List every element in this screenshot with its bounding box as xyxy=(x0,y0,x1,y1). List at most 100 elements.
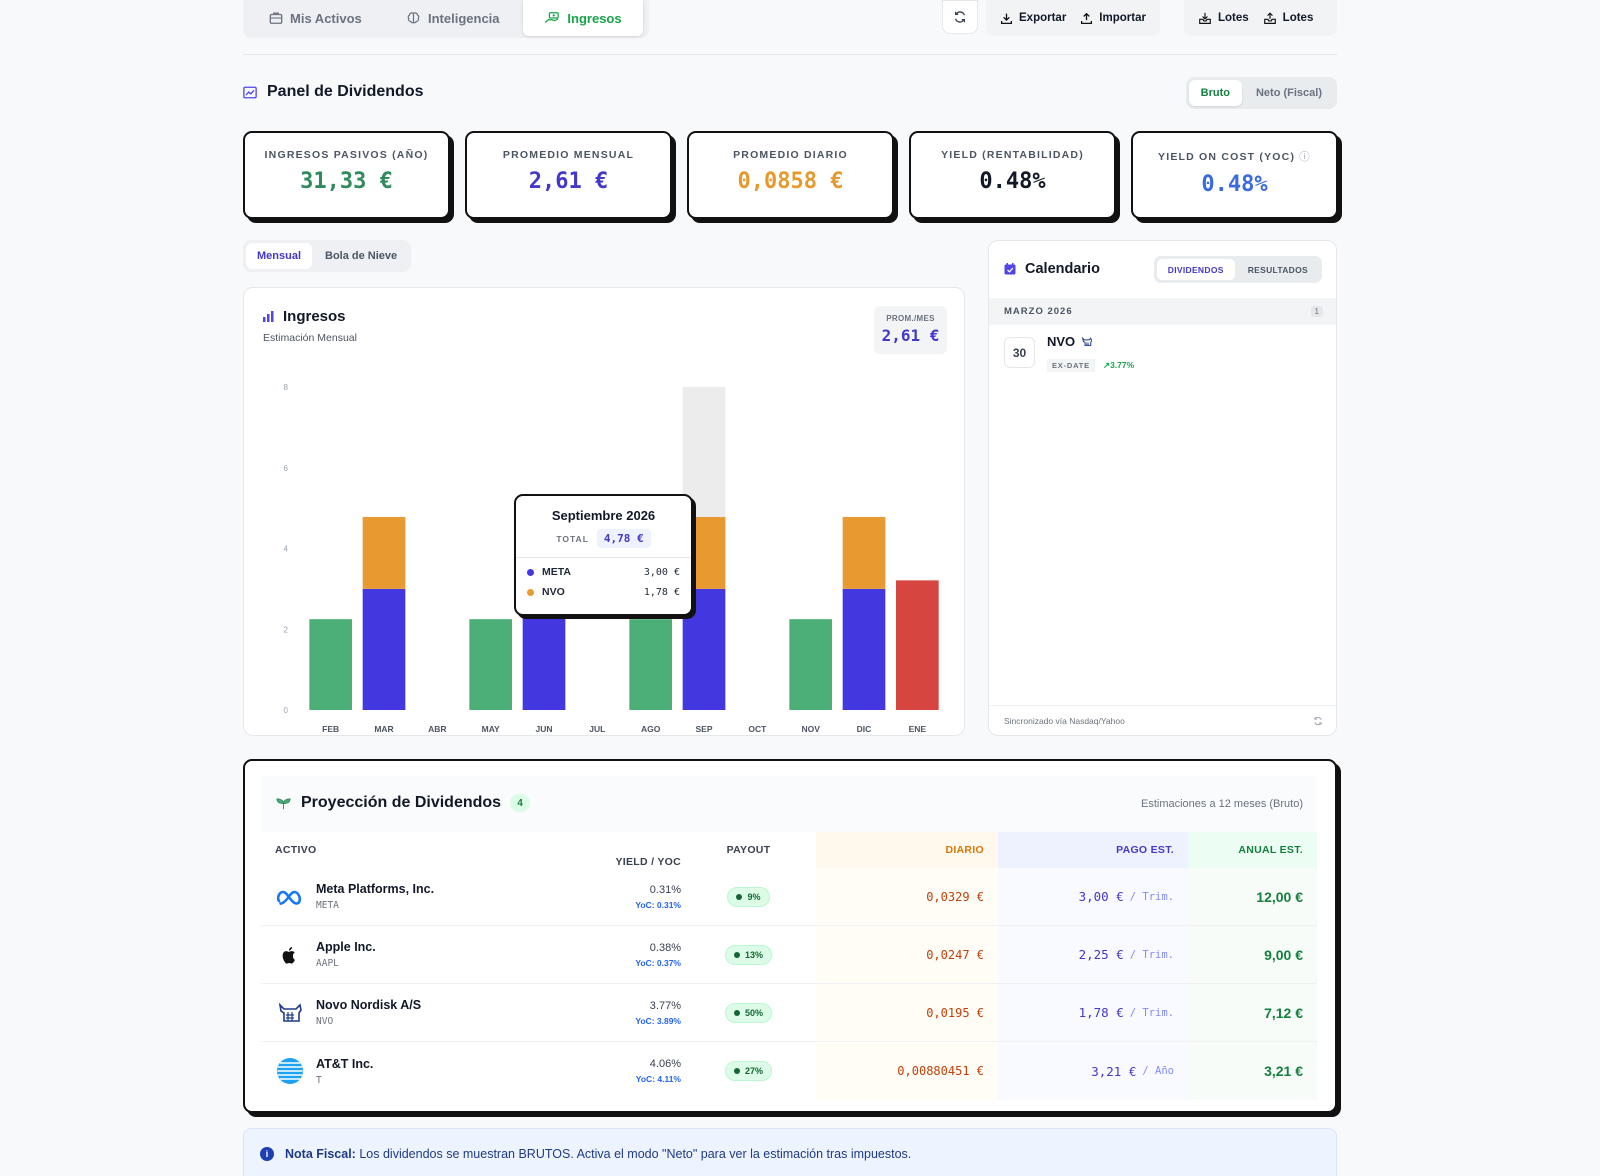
info-icon: i xyxy=(260,1147,274,1161)
yield-value: 4.06% xyxy=(649,1058,681,1070)
mode-mensual-button[interactable]: Mensual xyxy=(246,243,313,269)
asset-ticker: AAPL xyxy=(316,958,339,969)
tab-mis-activos[interactable]: Mis Activos xyxy=(269,0,362,36)
table-row[interactable]: Novo Nordisk A/S NVO 3.77% YoC: 3.89% 50… xyxy=(261,984,1317,1042)
import-button[interactable]: Importar xyxy=(1080,12,1146,25)
payout-badge: 13% xyxy=(724,944,772,965)
bar-aapl-feb[interactable] xyxy=(309,619,352,710)
yoc-value: YoC: 4.11% xyxy=(635,1074,681,1084)
diario-cell: 0,0195 € xyxy=(816,984,998,1041)
payout-cell: 27% xyxy=(681,1042,816,1100)
y-tick-label: 2 xyxy=(284,625,289,634)
tab-resultados[interactable]: RESULTADOS xyxy=(1247,264,1308,275)
table-row[interactable]: Meta Platforms, Inc. META 0.31% YoC: 0.3… xyxy=(261,868,1317,926)
stat-value: 0.48% xyxy=(1201,172,1268,197)
bar-aapl-ago[interactable] xyxy=(629,619,672,710)
calendar-panel: Calendario DIVIDENDOS RESULTADOS MARZO 2… xyxy=(988,240,1337,736)
diario-value: 0,00880451 € xyxy=(897,1064,984,1078)
column-header-diario[interactable]: DIARIO xyxy=(816,832,998,868)
column-header-yield[interactable]: YIELD / YOC xyxy=(615,856,681,868)
bar-meta-dic[interactable] xyxy=(842,588,886,710)
import-label: Importar xyxy=(1099,12,1146,24)
tab-ingresos[interactable]: Ingresos xyxy=(523,0,643,36)
pago-cell: 2,25 € / Trim. xyxy=(998,926,1188,983)
payout-cell: 50% xyxy=(681,984,816,1041)
bar-nvo-mar[interactable] xyxy=(362,517,406,589)
y-tick-label: 6 xyxy=(284,464,289,473)
y-tick-label: 8 xyxy=(284,383,289,392)
mode-bruto-button[interactable]: Bruto xyxy=(1188,80,1242,106)
tab-label: Inteligencia xyxy=(428,10,500,26)
tooltip-title: Septiembre 2026 xyxy=(551,508,656,523)
refresh-button[interactable] xyxy=(942,0,978,34)
lots-upload-button[interactable]: Lotes xyxy=(1263,11,1313,25)
column-header-payout[interactable]: PAYOUT xyxy=(726,844,771,856)
event-yield-value: 3.77% xyxy=(1110,360,1135,370)
column-header-activo[interactable]: ACTIVO xyxy=(275,844,317,856)
x-tick-label: DIC xyxy=(857,724,872,734)
bar-nvo-dic[interactable] xyxy=(842,517,886,589)
asset-name: Apple Inc. xyxy=(316,940,376,954)
tab-inteligencia[interactable]: Inteligencia xyxy=(406,0,500,36)
att-globe-logo-icon xyxy=(275,1056,305,1086)
diario-cell: 0,00880451 € xyxy=(816,1042,998,1100)
legend-dot xyxy=(527,588,534,596)
tooltip-total-value: 4,78 € xyxy=(596,529,651,548)
payout-cell: 13% xyxy=(681,926,816,983)
projection-title: Proyección de Dividendos 4 xyxy=(275,794,531,812)
bar-t-ene[interactable] xyxy=(896,580,939,710)
novo-bull-logo-icon xyxy=(1081,336,1093,347)
gross-net-toggle: Bruto Neto (Fiscal) xyxy=(1185,77,1337,109)
lots-label: Lotes xyxy=(1218,12,1249,24)
anual-cell: 7,12 € xyxy=(1188,984,1317,1041)
stat-label: INGRESOS PASIVOS (AÑO) xyxy=(264,149,429,161)
help-circle-icon[interactable]: ⓘ xyxy=(1299,151,1311,163)
trend-up-icon: ↗ xyxy=(1102,360,1111,370)
bar-meta-mar[interactable] xyxy=(362,588,406,710)
pago-period: / Trim. xyxy=(1129,948,1174,961)
import-export-group: Exportar Importar xyxy=(986,0,1160,36)
column-header-pago[interactable]: PAGO EST. xyxy=(998,832,1188,868)
x-tick-label: MAY xyxy=(482,724,500,734)
download-icon xyxy=(1000,13,1013,24)
projection-title-text: Proyección de Dividendos xyxy=(301,794,502,811)
table-row[interactable]: AT&T Inc. T 4.06% YoC: 4.11% 27% 0,00880… xyxy=(261,1042,1317,1100)
lots-group: Lotes Lotes xyxy=(1184,0,1337,36)
mode-bola-nieve-button[interactable]: Bola de Nieve xyxy=(325,250,398,262)
event-badges: EX-DATE ↗3.77% xyxy=(1047,359,1134,372)
diario-cell: 0,0247 € xyxy=(816,926,998,983)
event-ticker[interactable]: NVO xyxy=(1047,334,1094,349)
dividend-projection-panel: Proyección de Dividendos 4 Estimaciones … xyxy=(243,759,1337,1113)
stat-value: 0.48% xyxy=(979,169,1046,194)
pago-value: 2,25 € xyxy=(1078,947,1124,962)
asset-cell: Apple Inc. AAPL xyxy=(261,926,568,983)
projection-table: ACTIVO YIELD / YOC PAYOUT DIARIO PAGO ES… xyxy=(261,832,1317,1100)
tooltip-row-meta: META 3,00 € xyxy=(516,566,691,578)
x-tick-label: OCT xyxy=(748,724,767,734)
novo-bull-logo-icon xyxy=(275,998,305,1028)
bar-aapl-nov[interactable] xyxy=(789,619,832,710)
stat-card-yoc: YIELD ON COST (YOC) ⓘ 0.48% xyxy=(1131,131,1338,219)
lots-download-button[interactable]: Lotes xyxy=(1198,12,1249,25)
event-yield: ↗3.77% xyxy=(1103,360,1134,371)
main-tabs: Mis Activos Inteligencia Ingresos xyxy=(243,0,649,38)
mode-neto-button[interactable]: Neto (Fiscal) xyxy=(1255,87,1322,99)
anual-value: 12,00 € xyxy=(1256,888,1303,905)
pago-value: 1,78 € xyxy=(1078,1005,1124,1020)
export-button[interactable]: Exportar xyxy=(1000,12,1066,25)
briefcase-icon xyxy=(269,12,283,24)
yield-cell: 0.31% YoC: 0.31% xyxy=(568,868,681,925)
bar-aapl-may[interactable] xyxy=(469,619,512,710)
column-header-anual[interactable]: ANUAL EST. xyxy=(1188,832,1317,868)
asset-cell: AT&T Inc. T xyxy=(261,1042,568,1100)
header-divider xyxy=(243,54,1337,55)
diario-value: 0,0329 € xyxy=(926,889,984,904)
x-tick-label: SEP xyxy=(695,724,712,734)
stat-label: YIELD ON COST (YOC) xyxy=(1158,151,1296,163)
meta-logo-icon xyxy=(275,882,305,912)
chart-title: Ingresos xyxy=(263,308,346,325)
tab-dividendos[interactable]: DIVIDENDOS xyxy=(1156,259,1235,280)
table-row[interactable]: Apple Inc. AAPL 0.38% YoC: 0.37% 13% 0,0… xyxy=(261,926,1317,984)
sync-label: Sincronizado vía Nasdaq/Yahoo xyxy=(1004,715,1125,726)
sync-icon[interactable] xyxy=(1313,716,1323,726)
